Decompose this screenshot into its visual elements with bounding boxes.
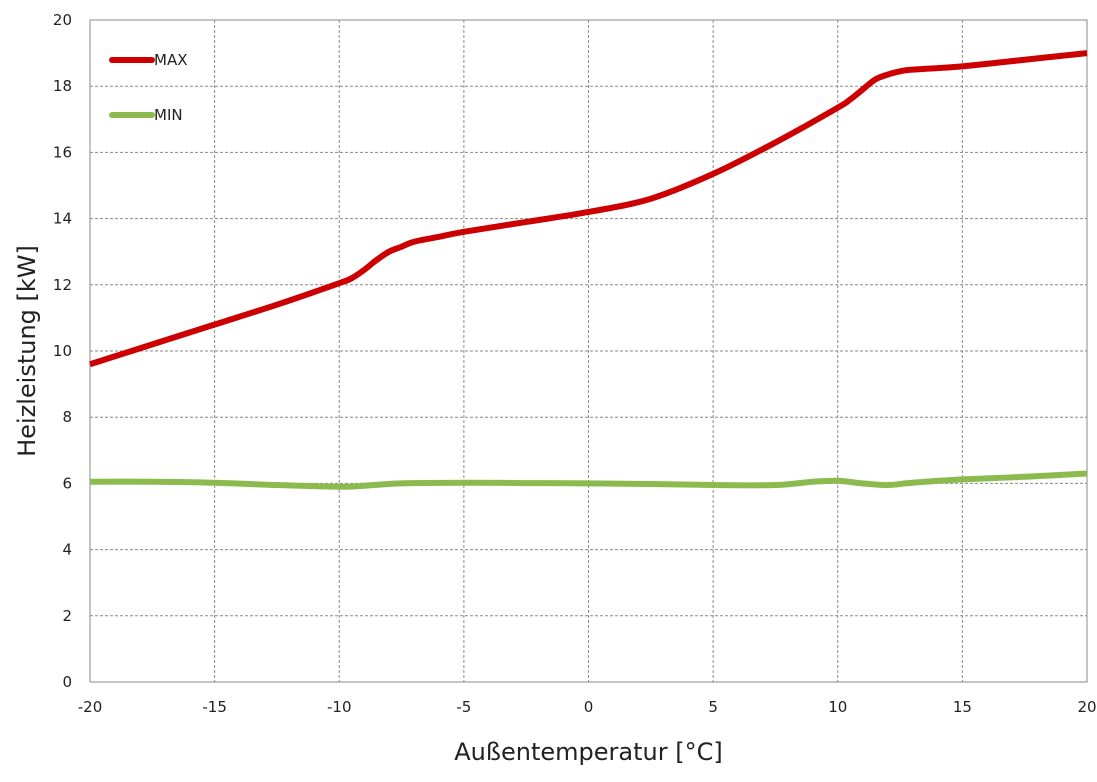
y-tick-label: 2 bbox=[62, 607, 72, 625]
y-tick-label: 18 bbox=[53, 77, 72, 95]
x-tick-label: 10 bbox=[828, 698, 847, 716]
y-tick-label: 16 bbox=[53, 143, 72, 161]
x-tick-label: 0 bbox=[584, 698, 594, 716]
y-axis-ticks: 0 2 4 6 8 10 12 14 16 18 20 bbox=[53, 11, 72, 691]
series-line-min bbox=[89, 470, 1088, 490]
legend-label-min: MIN bbox=[154, 106, 183, 124]
series-layer bbox=[89, 50, 1088, 490]
legend: MAX MIN bbox=[109, 51, 187, 124]
grid bbox=[89, 19, 1088, 683]
plot-area-frame bbox=[89, 19, 1088, 683]
x-tick-label: 20 bbox=[1077, 698, 1096, 716]
y-tick-label: 20 bbox=[53, 11, 72, 29]
x-axis-ticks: -20 -15 -10 -5 0 5 10 15 20 bbox=[78, 698, 1097, 716]
x-tick-label: -20 bbox=[78, 698, 103, 716]
y-tick-label: 0 bbox=[62, 673, 72, 691]
y-tick-label: 10 bbox=[53, 342, 72, 360]
x-tick-label: 15 bbox=[953, 698, 972, 716]
y-tick-label: 8 bbox=[62, 408, 72, 426]
series-line-max bbox=[89, 50, 1088, 368]
y-tick-label: 14 bbox=[53, 210, 72, 228]
y-tick-label: 6 bbox=[62, 474, 72, 492]
x-tick-label: -15 bbox=[202, 698, 227, 716]
x-axis-title: Außentemperatur [°C] bbox=[454, 738, 722, 766]
y-tick-label: 12 bbox=[53, 276, 72, 294]
legend-label-max: MAX bbox=[154, 51, 187, 69]
x-tick-label: 5 bbox=[708, 698, 718, 716]
y-axis-title: Heizleistung [kW] bbox=[13, 245, 41, 457]
y-tick-label: 4 bbox=[62, 541, 72, 559]
x-tick-label: -5 bbox=[456, 698, 471, 716]
x-tick-label: -10 bbox=[327, 698, 352, 716]
